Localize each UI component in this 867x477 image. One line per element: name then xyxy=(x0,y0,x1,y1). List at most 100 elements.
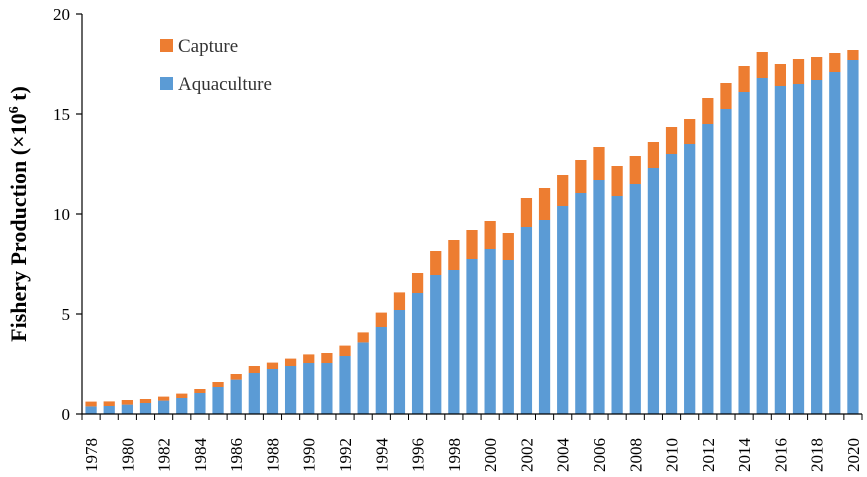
bar-aquaculture-1981 xyxy=(139,403,152,414)
bar-aquaculture-2007 xyxy=(611,196,623,414)
x-tick-label: 2010 xyxy=(663,438,682,472)
bar-aquaculture-1984 xyxy=(194,393,206,414)
bar-aquaculture-1987 xyxy=(248,373,260,414)
bar-capture-2009 xyxy=(647,142,660,168)
bar-capture-2011 xyxy=(684,119,696,144)
x-tick-label: 1992 xyxy=(336,438,355,472)
bar-capture-1988 xyxy=(266,362,279,369)
bar-capture-2020 xyxy=(847,50,859,60)
bar-capture-1985 xyxy=(212,382,224,387)
bar-aquaculture-2019 xyxy=(829,72,841,414)
bar-aquaculture-2004 xyxy=(557,206,569,414)
bar-capture-2018 xyxy=(811,57,823,80)
y-tick-label: 20 xyxy=(53,5,70,24)
bar-capture-2007 xyxy=(611,166,623,196)
bar-capture-2001 xyxy=(502,233,514,260)
bar-aquaculture-1979 xyxy=(103,406,115,414)
bar-aquaculture-1992 xyxy=(339,356,351,414)
x-tick-label: 1980 xyxy=(118,438,137,472)
bar-capture-1986 xyxy=(230,374,242,380)
bar-aquaculture-1996 xyxy=(411,293,424,414)
bar-aquaculture-1995 xyxy=(393,310,406,414)
x-tick-label: 2004 xyxy=(554,438,573,473)
bar-aquaculture-1988 xyxy=(266,369,279,414)
bar-capture-2019 xyxy=(829,53,841,72)
bar-aquaculture-1985 xyxy=(212,387,224,414)
x-tick-label: 2020 xyxy=(844,438,863,472)
bar-capture-1993 xyxy=(357,332,369,343)
legend: Capture Aquaculture xyxy=(160,36,272,95)
bar-capture-1978 xyxy=(85,401,97,407)
bar-aquaculture-1989 xyxy=(284,366,297,414)
y-tick-label: 10 xyxy=(53,205,70,224)
x-tick-label: 2014 xyxy=(735,438,754,473)
bar-aquaculture-1983 xyxy=(176,398,188,414)
bar-aquaculture-2002 xyxy=(520,227,533,414)
bar-capture-2012 xyxy=(702,98,714,124)
x-tick-label: 2016 xyxy=(771,438,790,472)
bar-aquaculture-2014 xyxy=(738,92,750,414)
bar-capture-2006 xyxy=(593,147,605,180)
bar-capture-1990 xyxy=(303,354,315,363)
bar-capture-2004 xyxy=(557,175,569,206)
bar-capture-1996 xyxy=(411,273,424,293)
bar-capture-2005 xyxy=(575,160,587,193)
bar-capture-2017 xyxy=(792,59,805,84)
bar-aquaculture-1978 xyxy=(85,406,97,414)
bar-capture-2015 xyxy=(756,52,768,78)
bar-aquaculture-1980 xyxy=(121,404,133,414)
bar-capture-1991 xyxy=(321,353,333,363)
x-tick-label: 2018 xyxy=(808,438,827,472)
bar-capture-2013 xyxy=(720,83,732,109)
legend-swatch-aquaculture xyxy=(160,77,173,90)
bar-aquaculture-2011 xyxy=(684,144,696,414)
bar-capture-2014 xyxy=(738,66,750,92)
x-tick-label: 1986 xyxy=(227,438,246,472)
bar-aquaculture-2020 xyxy=(847,60,859,414)
bar-aquaculture-2015 xyxy=(756,78,768,414)
bar-capture-1979 xyxy=(103,401,115,406)
bar-aquaculture-2009 xyxy=(647,168,660,414)
bars-group xyxy=(85,50,859,414)
bar-aquaculture-2006 xyxy=(593,180,605,414)
bar-capture-1997 xyxy=(430,251,442,275)
bar-aquaculture-2008 xyxy=(629,184,641,414)
y-tick-label: 15 xyxy=(53,105,70,124)
bar-capture-2008 xyxy=(629,156,641,184)
bar-capture-2003 xyxy=(538,188,551,220)
bar-aquaculture-2013 xyxy=(720,109,732,414)
bar-capture-1982 xyxy=(158,396,170,401)
bar-aquaculture-2016 xyxy=(774,86,786,414)
bar-capture-1983 xyxy=(176,393,188,398)
x-tick-label: 1990 xyxy=(300,438,319,472)
bar-capture-2000 xyxy=(484,221,496,249)
bar-aquaculture-1986 xyxy=(230,379,242,414)
bar-aquaculture-1991 xyxy=(321,363,333,414)
legend-label-aquaculture: Aquaculture xyxy=(178,74,272,95)
y-axis-title: Fishery Production (×106 t) xyxy=(6,86,31,342)
bar-capture-2010 xyxy=(665,127,678,154)
x-tick-label: 1998 xyxy=(445,438,464,472)
bar-aquaculture-2005 xyxy=(575,193,587,414)
bar-aquaculture-1990 xyxy=(303,363,315,414)
y-tick-label: 0 xyxy=(62,405,71,424)
legend-label-capture: Capture xyxy=(178,36,238,57)
bar-aquaculture-2010 xyxy=(665,154,678,414)
bar-aquaculture-1998 xyxy=(448,270,460,414)
bar-capture-2002 xyxy=(520,198,533,227)
bar-aquaculture-1999 xyxy=(466,259,478,414)
x-tick-label: 2006 xyxy=(590,438,609,472)
x-tick-label: 1994 xyxy=(372,438,391,473)
x-tick-label: 1984 xyxy=(191,438,210,473)
y-axis-label: Fishery Production (×106 t) xyxy=(6,86,31,342)
bar-capture-1984 xyxy=(194,389,206,393)
bar-aquaculture-2018 xyxy=(811,80,823,414)
bar-capture-1987 xyxy=(248,366,260,373)
x-tick-label: 2000 xyxy=(481,438,500,472)
x-tick-label: 1978 xyxy=(82,438,101,472)
x-tick-label: 2008 xyxy=(626,438,645,472)
x-tick-label: 2012 xyxy=(699,438,718,472)
bar-aquaculture-2012 xyxy=(702,124,714,414)
x-tick-label: 1982 xyxy=(155,438,174,472)
bar-aquaculture-2001 xyxy=(502,260,514,414)
